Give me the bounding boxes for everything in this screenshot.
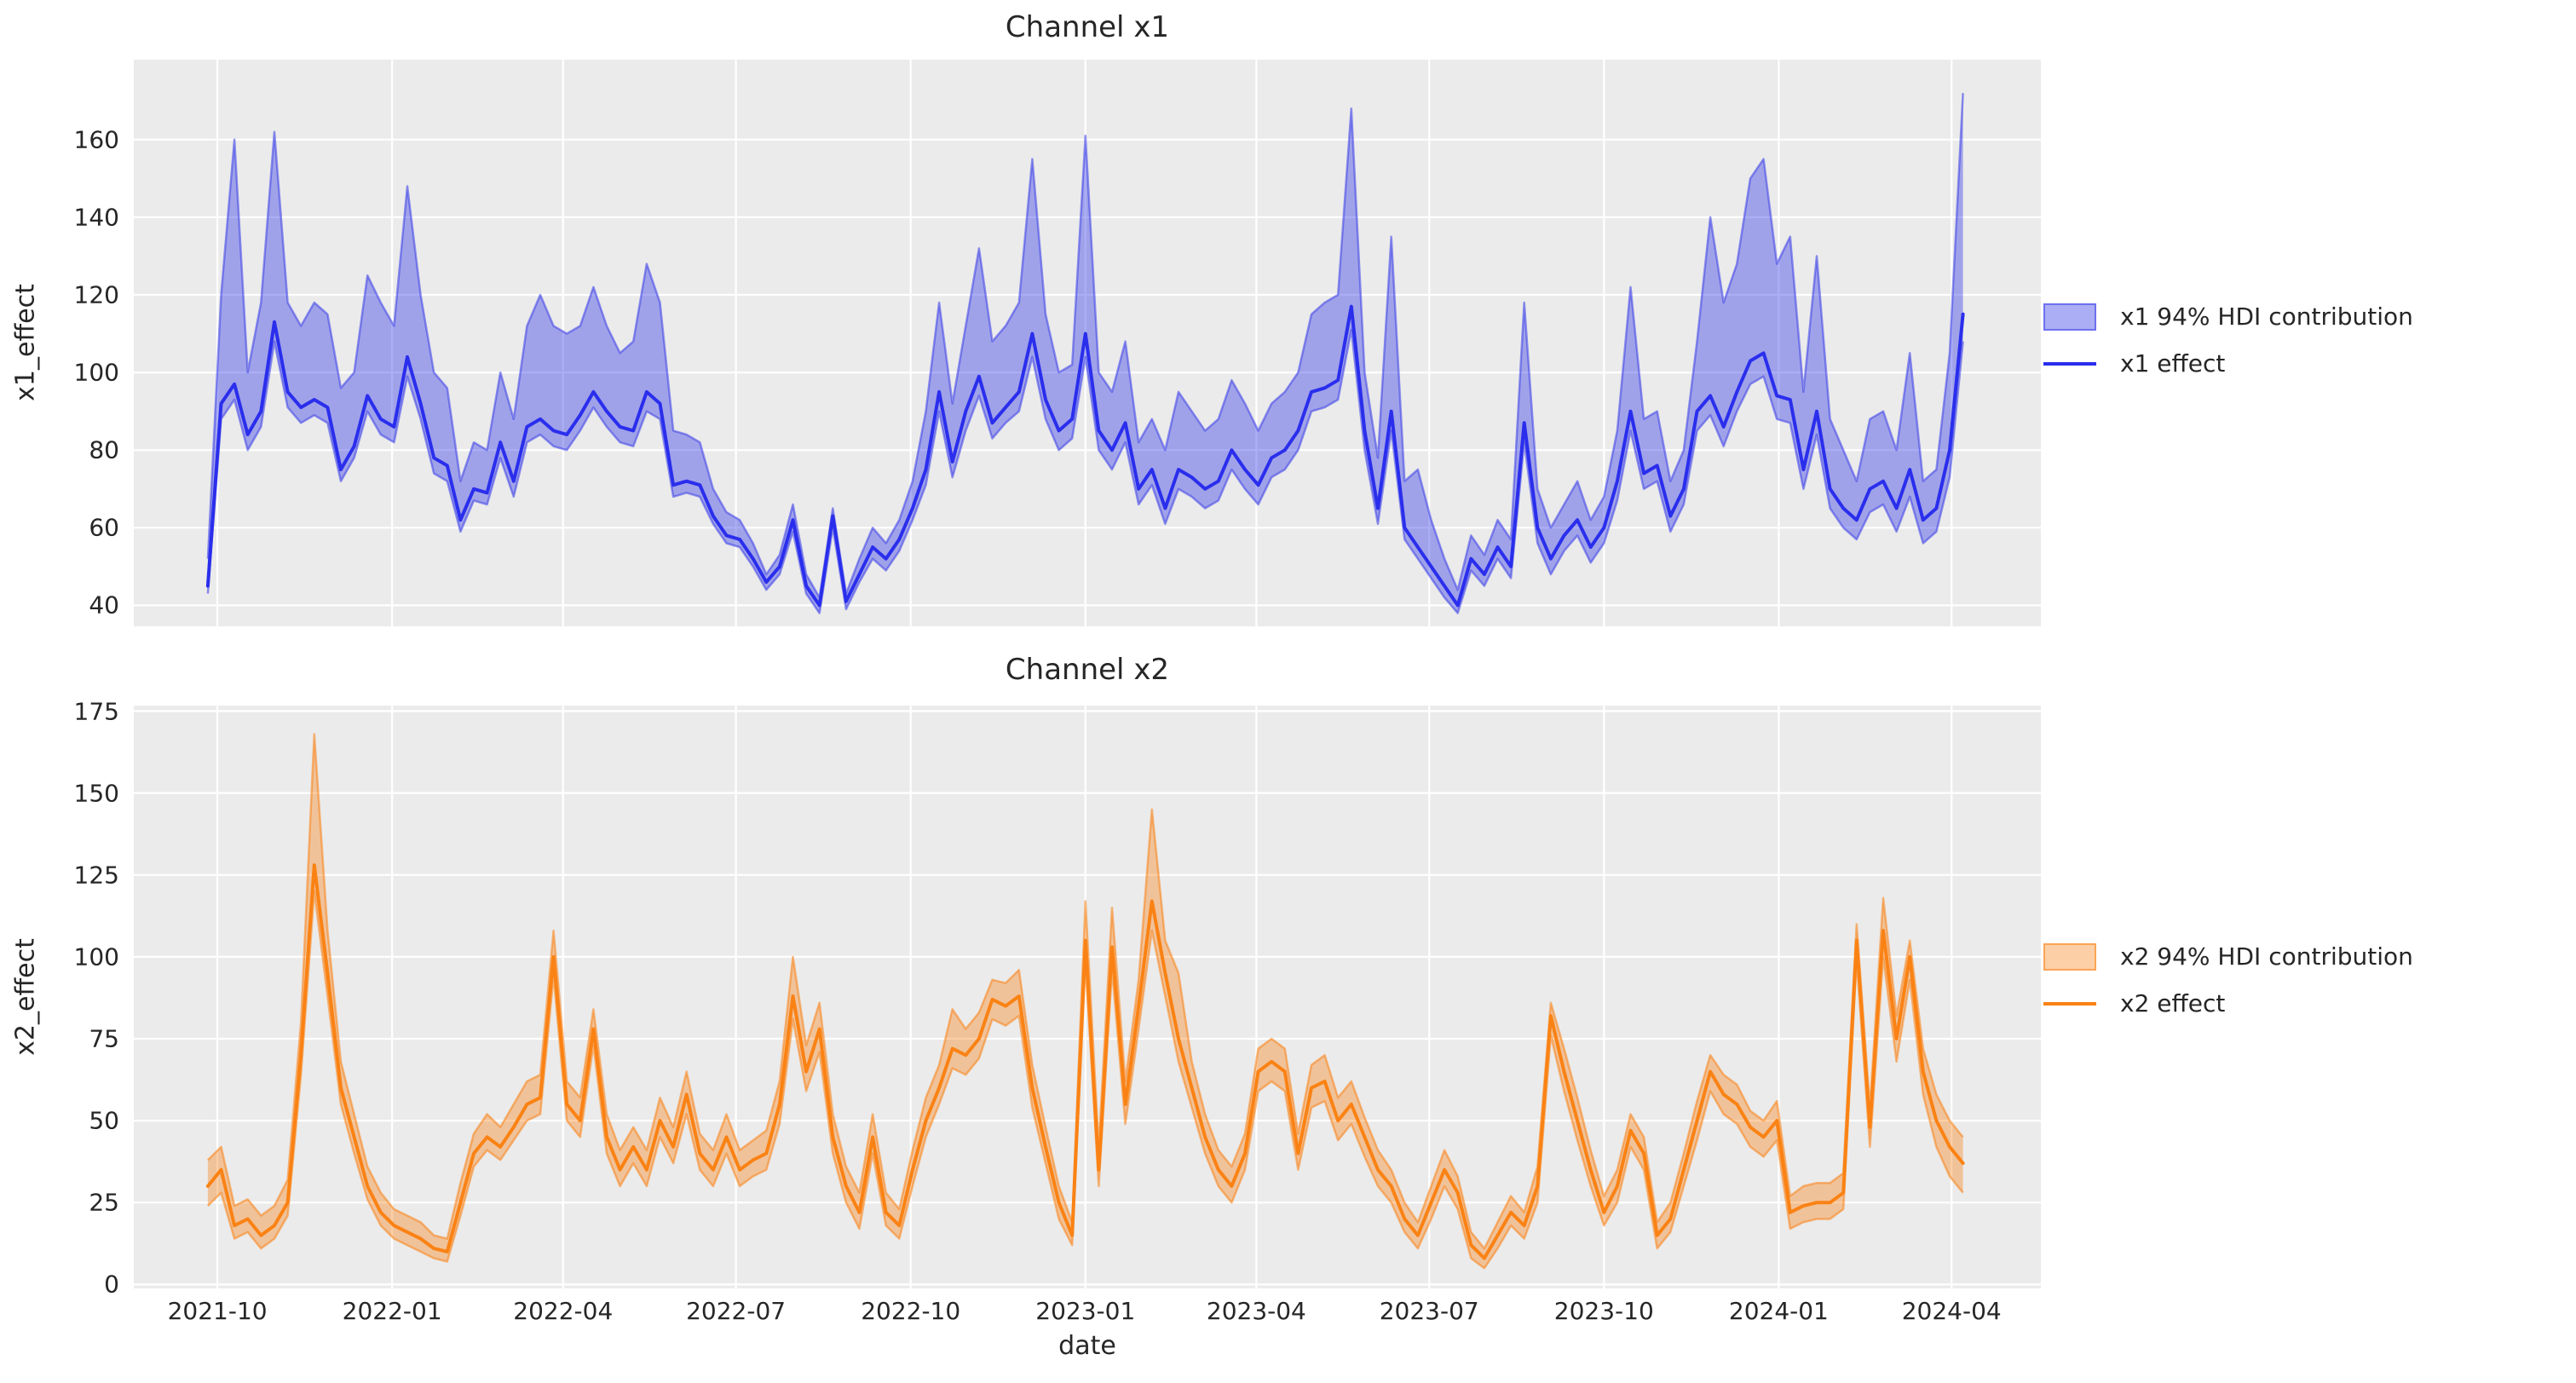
y-tick-label: 25 (89, 1188, 119, 1217)
x-tick-label: 2022-10 (861, 1297, 961, 1325)
y-tick-label: 75 (89, 1024, 119, 1053)
legend-x1: x1 94% HDI contribution x1 effect (2043, 303, 2413, 396)
x-axis-label: date (1058, 1331, 1116, 1361)
x-tick-label: 2023-01 (1035, 1297, 1136, 1325)
x-tick-label: 2023-07 (1379, 1297, 1479, 1325)
hdi-band-upper-edge (206, 93, 1964, 599)
x-tick-label: 2023-10 (1553, 1297, 1654, 1325)
y-tick-label: 160 (73, 125, 119, 154)
x-tick-label: 2022-01 (342, 1297, 442, 1325)
x-tick-label: 2022-07 (686, 1297, 787, 1325)
y-tick-label: 50 (89, 1106, 119, 1135)
x-tick-label: 2024-04 (1901, 1297, 2002, 1325)
x1-effect-legend-label: x1 effect (2120, 349, 2226, 377)
y-tick-label: 125 (73, 861, 119, 890)
y-axis-label-x2: x2_effect (10, 938, 41, 1056)
plot-area-x2 (134, 706, 2041, 1288)
x2-effect-legend-label: x2 effect (2120, 989, 2226, 1017)
y-tick-label: 80 (89, 435, 119, 464)
plot-area-x1 (134, 60, 2041, 626)
y-tick-label: 100 (73, 942, 119, 971)
hdi-band (207, 93, 1963, 614)
x1-effect-line-swatch (2043, 361, 2096, 366)
chart-svg-x1_effect (134, 60, 2041, 626)
subplot-x1-title: Channel x1 (1005, 10, 1170, 44)
effect-line (205, 304, 1965, 608)
y-tick-label: 150 (73, 779, 119, 808)
hdi-band-lower-edge (206, 328, 1964, 614)
x2-effect-line-swatch (2043, 1001, 2096, 1006)
y-tick-label: 175 (73, 697, 119, 726)
y-tick-label: 0 (104, 1270, 119, 1299)
x-tick-label: 2024-01 (1728, 1297, 1829, 1325)
x1-hdi-legend-label: x1 94% HDI contribution (2120, 303, 2413, 331)
x-tick-label: 2023-04 (1206, 1297, 1306, 1325)
x-tick-label: 2022-04 (513, 1297, 614, 1325)
hdi-band-upper-edge (207, 733, 1964, 1250)
chart-svg-x2_effect (134, 706, 2041, 1288)
legend-row-x2-effect: x2 effect (2043, 989, 2413, 1017)
effect-line (205, 863, 1965, 1260)
x2-hdi-band-swatch (2043, 942, 2096, 971)
legend-row-x1-hdi: x1 94% HDI contribution (2043, 303, 2413, 331)
y-tick-label: 60 (89, 513, 119, 542)
y-axis-label-x1: x1_effect (10, 284, 41, 401)
x1-hdi-band-swatch (2043, 303, 2096, 331)
legend-row-x1-effect: x1 effect (2043, 349, 2413, 377)
x2-hdi-legend-label: x2 94% HDI contribution (2120, 942, 2413, 971)
y-tick-label: 100 (73, 358, 119, 387)
subplot-x2-title: Channel x2 (1005, 653, 1170, 687)
y-tick-label: 120 (73, 280, 119, 309)
y-tick-label: 140 (73, 203, 119, 232)
y-tick-label: 40 (89, 591, 119, 619)
x-tick-label: 2021-10 (167, 1297, 268, 1325)
legend-row-x2-hdi: x2 94% HDI contribution (2043, 942, 2413, 971)
legend-x2: x2 94% HDI contribution x2 effect (2043, 942, 2413, 1036)
